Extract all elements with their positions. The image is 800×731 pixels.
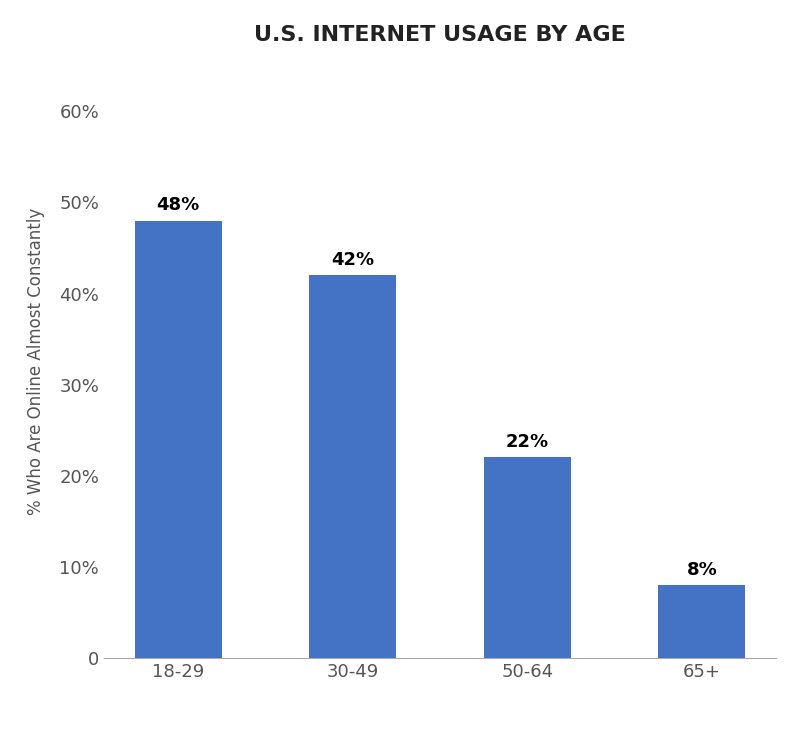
Bar — [484, 458, 571, 658]
Bar — [309, 276, 396, 658]
Title: U.S. INTERNET USAGE BY AGE: U.S. INTERNET USAGE BY AGE — [254, 25, 626, 45]
Text: 42%: 42% — [331, 251, 374, 269]
Bar — [658, 585, 746, 658]
Text: 48%: 48% — [157, 196, 200, 214]
Text: 8%: 8% — [686, 561, 717, 579]
Y-axis label: % Who Are Online Almost Constantly: % Who Are Online Almost Constantly — [27, 208, 46, 515]
Bar — [134, 221, 222, 658]
Text: 22%: 22% — [506, 433, 549, 451]
